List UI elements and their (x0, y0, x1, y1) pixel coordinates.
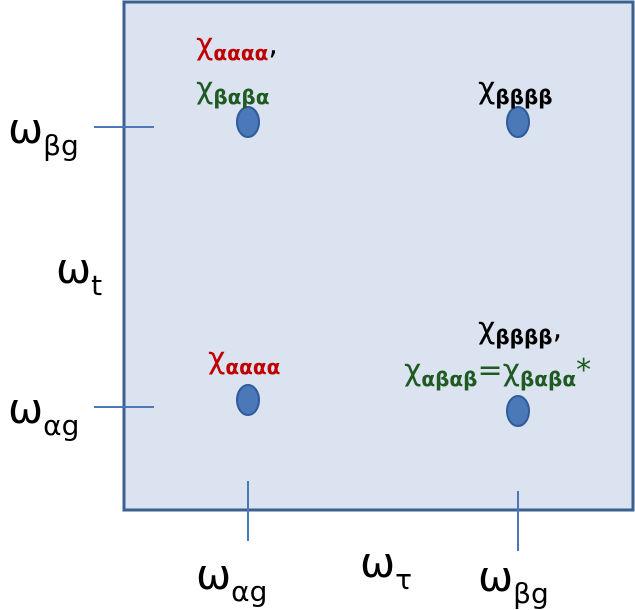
peak-label-bottom-right-2-right-main: χ (502, 353, 520, 388)
peak-dot-bottom-right (506, 395, 530, 427)
y-axis-label-middle-main: ω (56, 244, 92, 293)
peak-dot-top-right (506, 106, 530, 138)
peak-label-top-right-sub: ββββ (495, 85, 553, 109)
x-axis-label-middle-main: ω (360, 538, 396, 587)
peak-label-bottom-right-1-suffix: , (552, 311, 563, 346)
y-axis-label-upper: ωβg (8, 108, 79, 160)
y-axis-label-middle: ωt (56, 248, 102, 300)
y-axis-label-upper-sub: βg (43, 129, 79, 162)
peak-dot-top-left (236, 106, 260, 138)
peak-label-bottom-right-2-left-sub: αβαβ (421, 367, 478, 391)
peak-label-bottom-right-2-right-sub: βαβα (519, 367, 577, 391)
peak-label-bottom-right-2-left-main: χ (404, 353, 422, 388)
peak-label-bottom-left-main: χ (208, 341, 226, 376)
peak-label-bottom-left: χαααα (208, 341, 281, 379)
y-axis-label-lower-sub: αg (43, 409, 80, 442)
peak-label-top-left-2-sub: βαβα (213, 85, 270, 109)
peak-label-top-left-2-main: χ (196, 71, 214, 106)
y-axis-label-lower: ωαg (8, 388, 79, 440)
y-axis-label-upper-main: ω (8, 104, 44, 153)
x-axis-label-middle-sub: τ (395, 563, 413, 596)
x-axis-label-left-main: ω (196, 550, 232, 599)
peak-label-top-right: χββββ (478, 71, 553, 109)
y-axis-label-middle-sub: t (91, 269, 103, 302)
spectrum-panel (122, 0, 635, 512)
peak-label-bottom-right-2-eq: = (477, 353, 503, 388)
x-axis-label-left: ωαg (196, 554, 267, 606)
peak-label-bottom-right-2: χαβαβ=χβαβα* (404, 353, 592, 391)
y-axis-label-lower-main: ω (8, 384, 44, 433)
peak-dot-bottom-left (236, 384, 260, 416)
x-axis-label-middle: ωτ (360, 542, 412, 594)
peak-label-bottom-right-1-sub: ββββ (495, 325, 553, 349)
peak-label-top-left-1-main: χ (196, 27, 214, 62)
x-axis-label-right-main: ω (478, 552, 514, 601)
peak-label-top-left-1: χαααα, (196, 27, 278, 65)
peak-label-bottom-left-sub: αααα (225, 355, 281, 379)
x-axis-label-right: ωβg (478, 556, 549, 608)
x-axis-label-left-sub: αg (231, 575, 268, 608)
peak-label-bottom-right-2-suffix: * (576, 353, 592, 388)
peak-label-top-left-1-sub: αααα (213, 41, 269, 65)
peak-label-top-left-2: χβαβα (196, 71, 270, 109)
peak-label-bottom-right-1-main: χ (478, 311, 496, 346)
peak-label-top-right-main: χ (478, 71, 496, 106)
x-axis-label-right-sub: βg (513, 577, 549, 610)
peak-label-bottom-right-1: χββββ, (478, 311, 563, 349)
peak-label-top-left-1-suffix: , (268, 27, 278, 62)
